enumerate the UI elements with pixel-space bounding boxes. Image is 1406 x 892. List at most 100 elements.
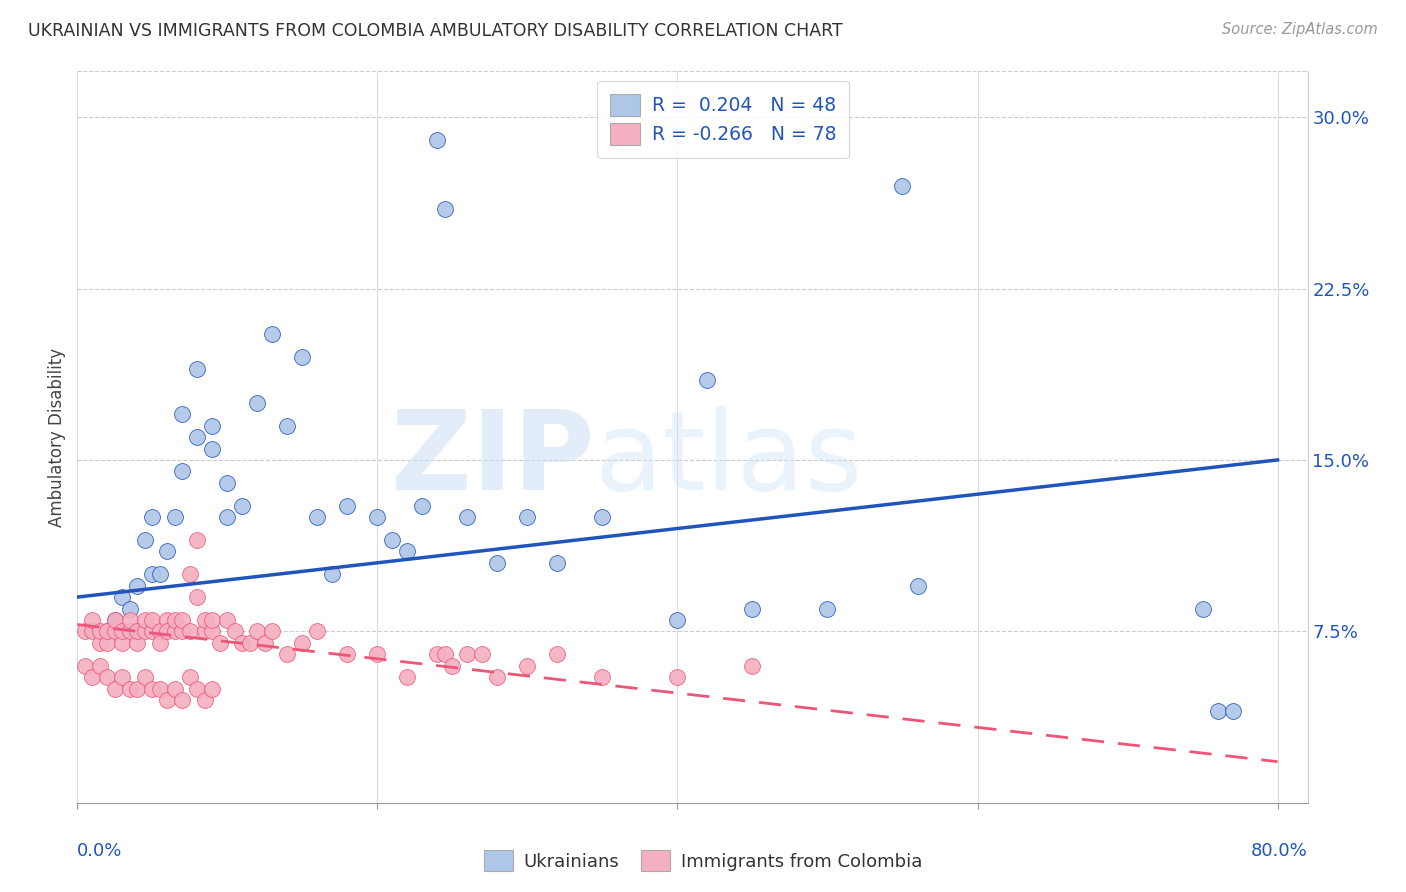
Point <box>149 636 172 650</box>
Y-axis label: Ambulatory Disability: Ambulatory Disability <box>48 348 66 526</box>
Point <box>891 178 914 193</box>
Point <box>141 681 163 696</box>
Point <box>456 510 478 524</box>
Text: atlas: atlas <box>595 406 862 513</box>
Point <box>291 350 314 364</box>
Text: ZIP: ZIP <box>391 406 595 513</box>
Point <box>366 647 388 661</box>
Point <box>741 658 763 673</box>
Point <box>186 361 208 376</box>
Point <box>96 670 118 684</box>
Point <box>817 601 839 615</box>
Point <box>471 647 494 661</box>
Point <box>217 475 239 490</box>
Point <box>118 613 141 627</box>
Point <box>194 624 217 639</box>
Point <box>321 567 343 582</box>
Point <box>336 647 359 661</box>
Point <box>172 693 194 707</box>
Point <box>546 556 568 570</box>
Point <box>194 613 217 627</box>
Point <box>163 624 186 639</box>
Point <box>156 613 179 627</box>
Point <box>516 510 538 524</box>
Point <box>276 647 298 661</box>
Legend: R =  0.204   N = 48, R = -0.266   N = 78: R = 0.204 N = 48, R = -0.266 N = 78 <box>598 81 849 158</box>
Point <box>381 533 404 547</box>
Point <box>96 636 118 650</box>
Point <box>546 647 568 661</box>
Point <box>1222 705 1244 719</box>
Point <box>118 624 141 639</box>
Legend: Ukrainians, Immigrants from Colombia: Ukrainians, Immigrants from Colombia <box>477 843 929 879</box>
Point <box>127 579 149 593</box>
Point <box>127 624 149 639</box>
Point <box>486 556 509 570</box>
Point <box>441 658 464 673</box>
Point <box>141 510 163 524</box>
Point <box>433 202 456 216</box>
Point <box>111 624 134 639</box>
Point <box>411 499 433 513</box>
Point <box>591 510 613 524</box>
Point <box>186 430 208 444</box>
Text: 0.0%: 0.0% <box>77 842 122 860</box>
Point <box>179 567 201 582</box>
Point <box>89 658 111 673</box>
Point <box>111 670 134 684</box>
Point <box>82 670 104 684</box>
Point <box>118 601 141 615</box>
Point <box>217 613 239 627</box>
Point <box>262 327 284 342</box>
Point <box>186 590 208 604</box>
Point <box>149 567 172 582</box>
Text: 80.0%: 80.0% <box>1251 842 1308 860</box>
Point <box>186 533 208 547</box>
Point <box>104 681 127 696</box>
Point <box>127 624 149 639</box>
Point <box>291 636 314 650</box>
Point <box>486 670 509 684</box>
Point <box>217 510 239 524</box>
Point <box>741 601 763 615</box>
Point <box>172 464 194 478</box>
Point <box>172 624 194 639</box>
Point <box>208 636 231 650</box>
Point <box>96 624 118 639</box>
Point <box>396 670 419 684</box>
Point <box>134 613 156 627</box>
Point <box>73 658 96 673</box>
Point <box>201 613 224 627</box>
Point <box>201 418 224 433</box>
Point <box>194 693 217 707</box>
Point <box>253 636 276 650</box>
Point <box>141 613 163 627</box>
Point <box>1191 601 1213 615</box>
Point <box>163 613 186 627</box>
Point <box>907 579 929 593</box>
Point <box>201 624 224 639</box>
Point <box>104 613 127 627</box>
Point <box>201 442 224 456</box>
Point <box>141 624 163 639</box>
Point <box>201 681 224 696</box>
Point <box>262 624 284 639</box>
Point <box>1206 705 1229 719</box>
Point <box>336 499 359 513</box>
Point <box>666 613 689 627</box>
Point <box>149 681 172 696</box>
Point <box>172 613 194 627</box>
Point <box>172 407 194 421</box>
Point <box>224 624 246 639</box>
Point <box>239 636 262 650</box>
Point <box>149 624 172 639</box>
Point <box>231 499 253 513</box>
Point <box>307 624 329 639</box>
Point <box>111 590 134 604</box>
Point <box>456 647 478 661</box>
Point <box>96 624 118 639</box>
Text: Source: ZipAtlas.com: Source: ZipAtlas.com <box>1222 22 1378 37</box>
Point <box>104 624 127 639</box>
Point <box>307 510 329 524</box>
Point <box>516 658 538 673</box>
